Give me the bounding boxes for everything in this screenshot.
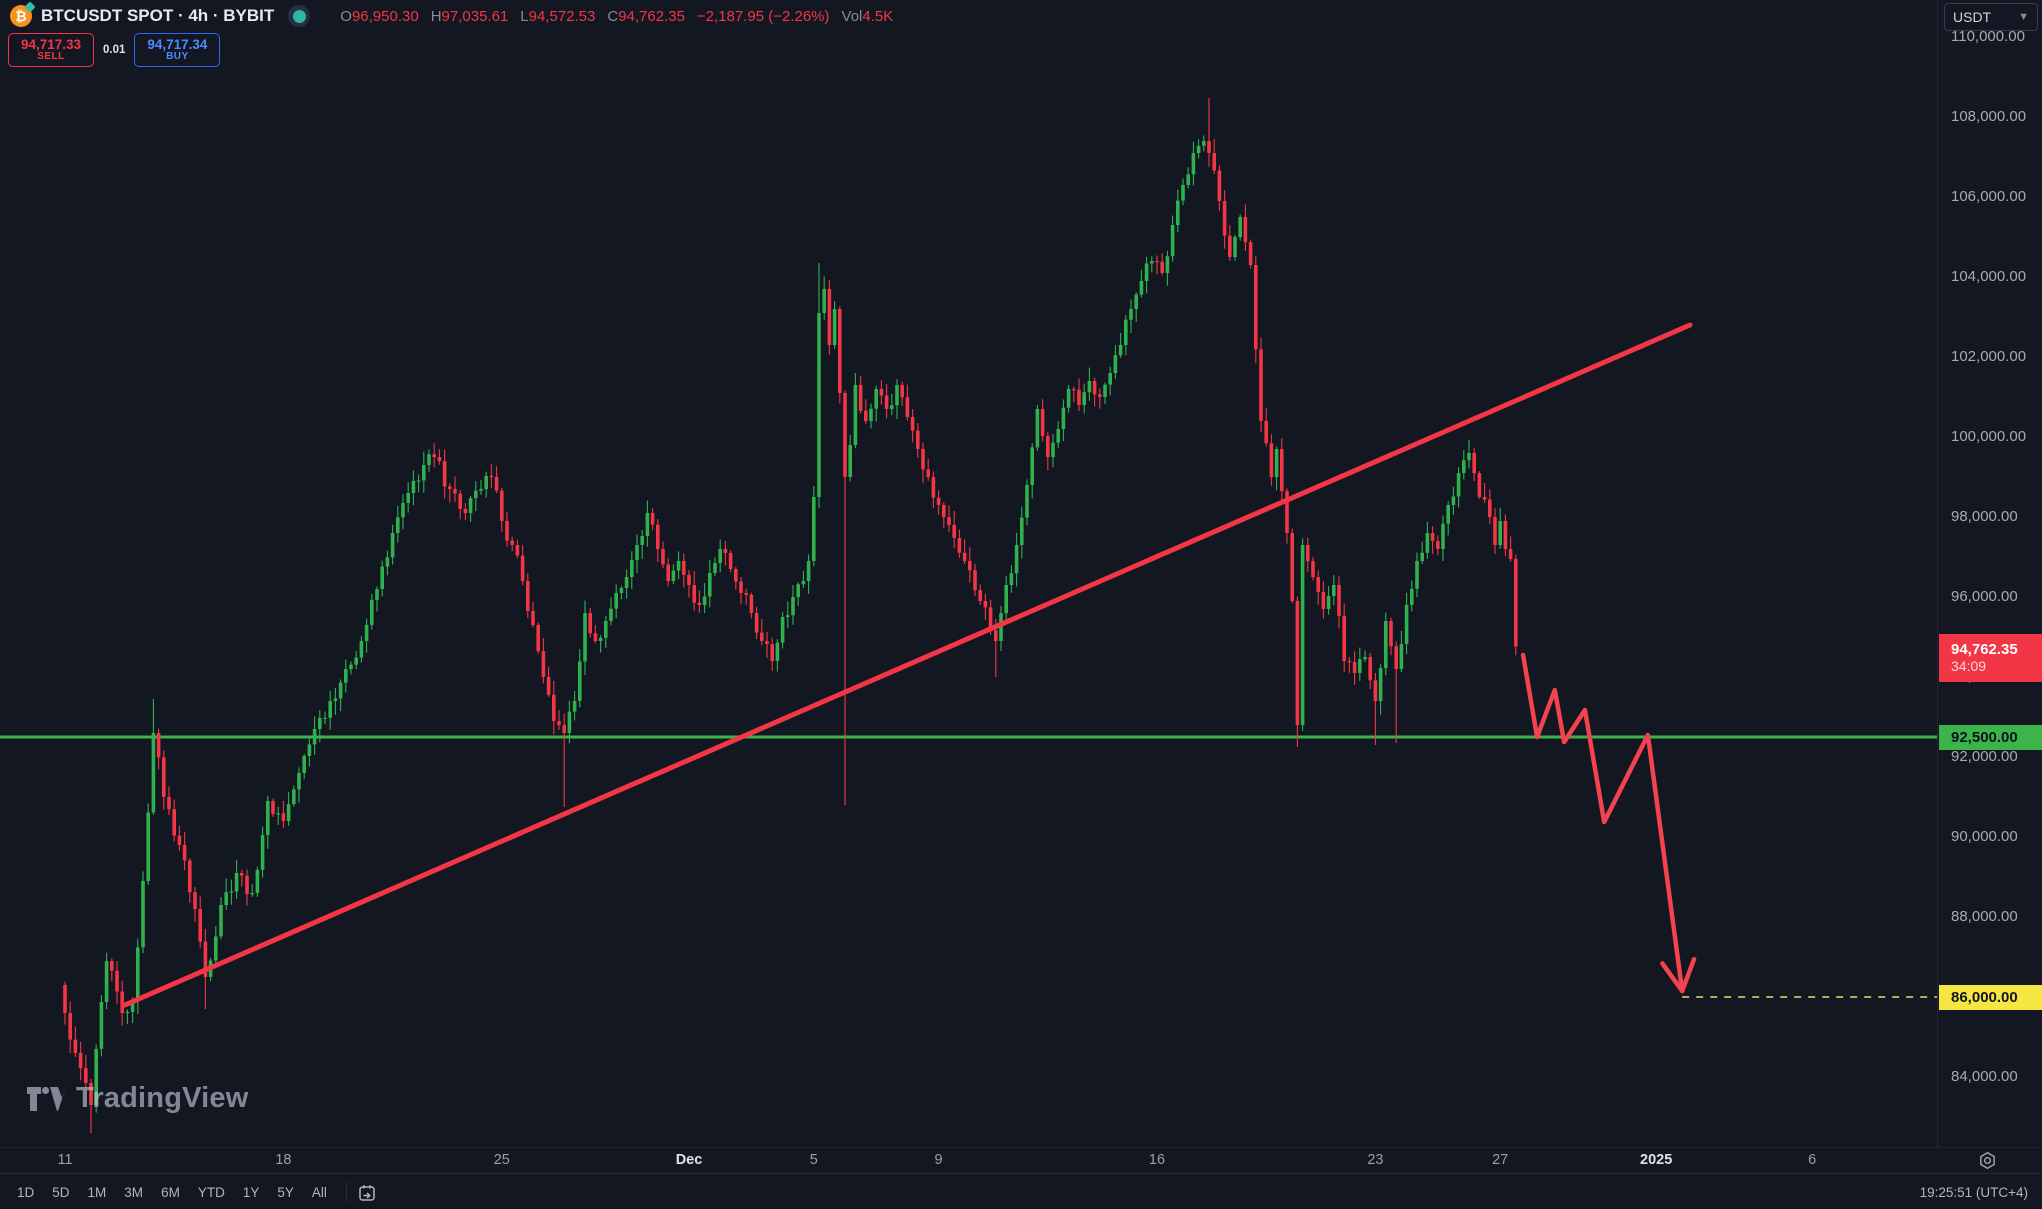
price-axis-label: 102,000.00: [1951, 348, 2027, 365]
time-axis-label: 5: [809, 1152, 818, 1168]
currency-value: USDT: [1953, 9, 1992, 25]
chart-legend: ₿ BTCUSDT SPOT · 4h · BYBIT O96,950.30 H…: [10, 1, 899, 28]
price-axis-label: 98,000.00: [1951, 508, 2018, 525]
price-axis-label: 90,000.00: [1951, 828, 2018, 845]
price-axis[interactable]: 110,000.00 108,000.00 106,000.00 104,000.00…: [1937, 0, 2042, 1147]
range-button-all[interactable]: All: [311, 1184, 327, 1200]
time-axis-label: Dec: [675, 1152, 703, 1168]
time-axis-label: 6: [1808, 1152, 1817, 1168]
volume-value: 4.5K: [862, 7, 894, 25]
spark-badge-icon: [24, 1, 36, 13]
sell-label: SELL: [37, 50, 65, 62]
open-value: 96,950.30: [351, 7, 419, 25]
time-axis[interactable]: 11 18 25 Dec 5 9 16 23 27 2025 6: [0, 1147, 2042, 1174]
time-axis-label: 9: [934, 1152, 943, 1168]
price-axis-label: 104,000.00: [1951, 268, 2027, 285]
axis-settings-gear-icon[interactable]: [1978, 1151, 1997, 1175]
high-value: 97,035.61: [441, 7, 509, 25]
clock[interactable]: 19:25:51 (UTC+4): [1919, 1184, 2028, 1200]
low-value: 94,572.53: [528, 7, 596, 25]
candlestick-chart: [0, 98, 1937, 1133]
time-axis-label: 27: [1492, 1152, 1509, 1168]
current-price-value: 94,762.35: [1951, 641, 2018, 658]
price-axis-label: 96,000.00: [1951, 588, 2018, 605]
currency-dropdown[interactable]: USDT ▼: [1944, 3, 2038, 31]
bottom-toolbar: 1D 5D 1M 3M 6M YTD 1Y 5Y All 19:25:51 (UTC+4): [0, 1173, 2042, 1209]
range-button-1d[interactable]: 1D: [17, 1184, 35, 1200]
price-axis-label: 100,000.00: [1951, 428, 2027, 445]
low-label: L: [520, 7, 529, 25]
watermark-text: TradingView: [76, 1082, 249, 1114]
time-axis-label: 23: [1367, 1152, 1384, 1168]
symbol-title[interactable]: BTCUSDT SPOT · 4h · BYBIT: [41, 6, 275, 25]
time-axis-label: 16: [1148, 1152, 1166, 1168]
range-button-ytd[interactable]: YTD: [197, 1184, 225, 1200]
range-button-1y[interactable]: 1Y: [242, 1184, 260, 1200]
sell-button[interactable]: 94,717.33 SELL: [8, 33, 94, 67]
time-axis-label: 2025: [1640, 1152, 1673, 1168]
change-value: −2,187.95 (−2.26%): [696, 7, 830, 25]
high-label: H: [430, 7, 442, 25]
bitcoin-icon: ₿: [10, 1, 36, 27]
price-axis-label: 92,000.00: [1951, 748, 2018, 765]
tradingview-watermark: TradingView: [26, 1082, 249, 1115]
buy-label: BUY: [166, 50, 189, 62]
range-button-1m[interactable]: 1M: [87, 1184, 107, 1200]
price-axis-label: 84,000.00: [1951, 1068, 2018, 1085]
time-axis-label: 11: [57, 1152, 73, 1168]
buy-button[interactable]: 94,717.34 BUY: [134, 33, 221, 67]
tradingview-logo-icon: [27, 1086, 66, 1111]
range-button-5y[interactable]: 5Y: [277, 1184, 294, 1200]
price-axis-label: 110,000.00: [1951, 28, 2025, 45]
volume-label: Vol: [841, 7, 863, 25]
go-to-date-icon[interactable]: [357, 1183, 377, 1203]
price-axis-label: 108,000.00: [1951, 108, 2027, 125]
open-label: O: [340, 7, 352, 25]
buy-price: 94,717.34: [147, 36, 208, 52]
target-level-tag: 86,000.00: [1939, 984, 2042, 1010]
time-axis-label: 18: [275, 1152, 292, 1168]
range-button-6m[interactable]: 6M: [161, 1184, 180, 1200]
price-axis-label: 88,000.00: [1951, 908, 2018, 925]
market-status-icon[interactable]: [288, 5, 311, 27]
price-axis-label: 106,000.00: [1951, 188, 2027, 205]
chevron-down-icon: ▼: [2018, 11, 2029, 23]
toolbar-divider: [345, 1182, 347, 1202]
range-button-3m[interactable]: 3M: [124, 1184, 144, 1200]
ohlc-readout: O96,950.30 H97,035.61 L94,572.53 C94,762…: [340, 8, 899, 25]
support-level-tag: 92,500.00: [1939, 724, 2042, 750]
current-price-tag: 94,762.35 34:09: [1939, 633, 2042, 682]
close-value: 94,762.35: [618, 7, 685, 25]
time-axis-label: 25: [493, 1152, 510, 1168]
sell-price: 94,717.33: [20, 36, 82, 52]
bar-countdown: 34:09: [1951, 658, 1987, 674]
buy-sell-widget: 94,717.33 SELL 0.01 94,717.34 BUY: [8, 33, 221, 67]
range-button-5d[interactable]: 5D: [52, 1184, 70, 1200]
spread-value: 0.01: [103, 44, 126, 56]
close-label: C: [607, 7, 619, 25]
